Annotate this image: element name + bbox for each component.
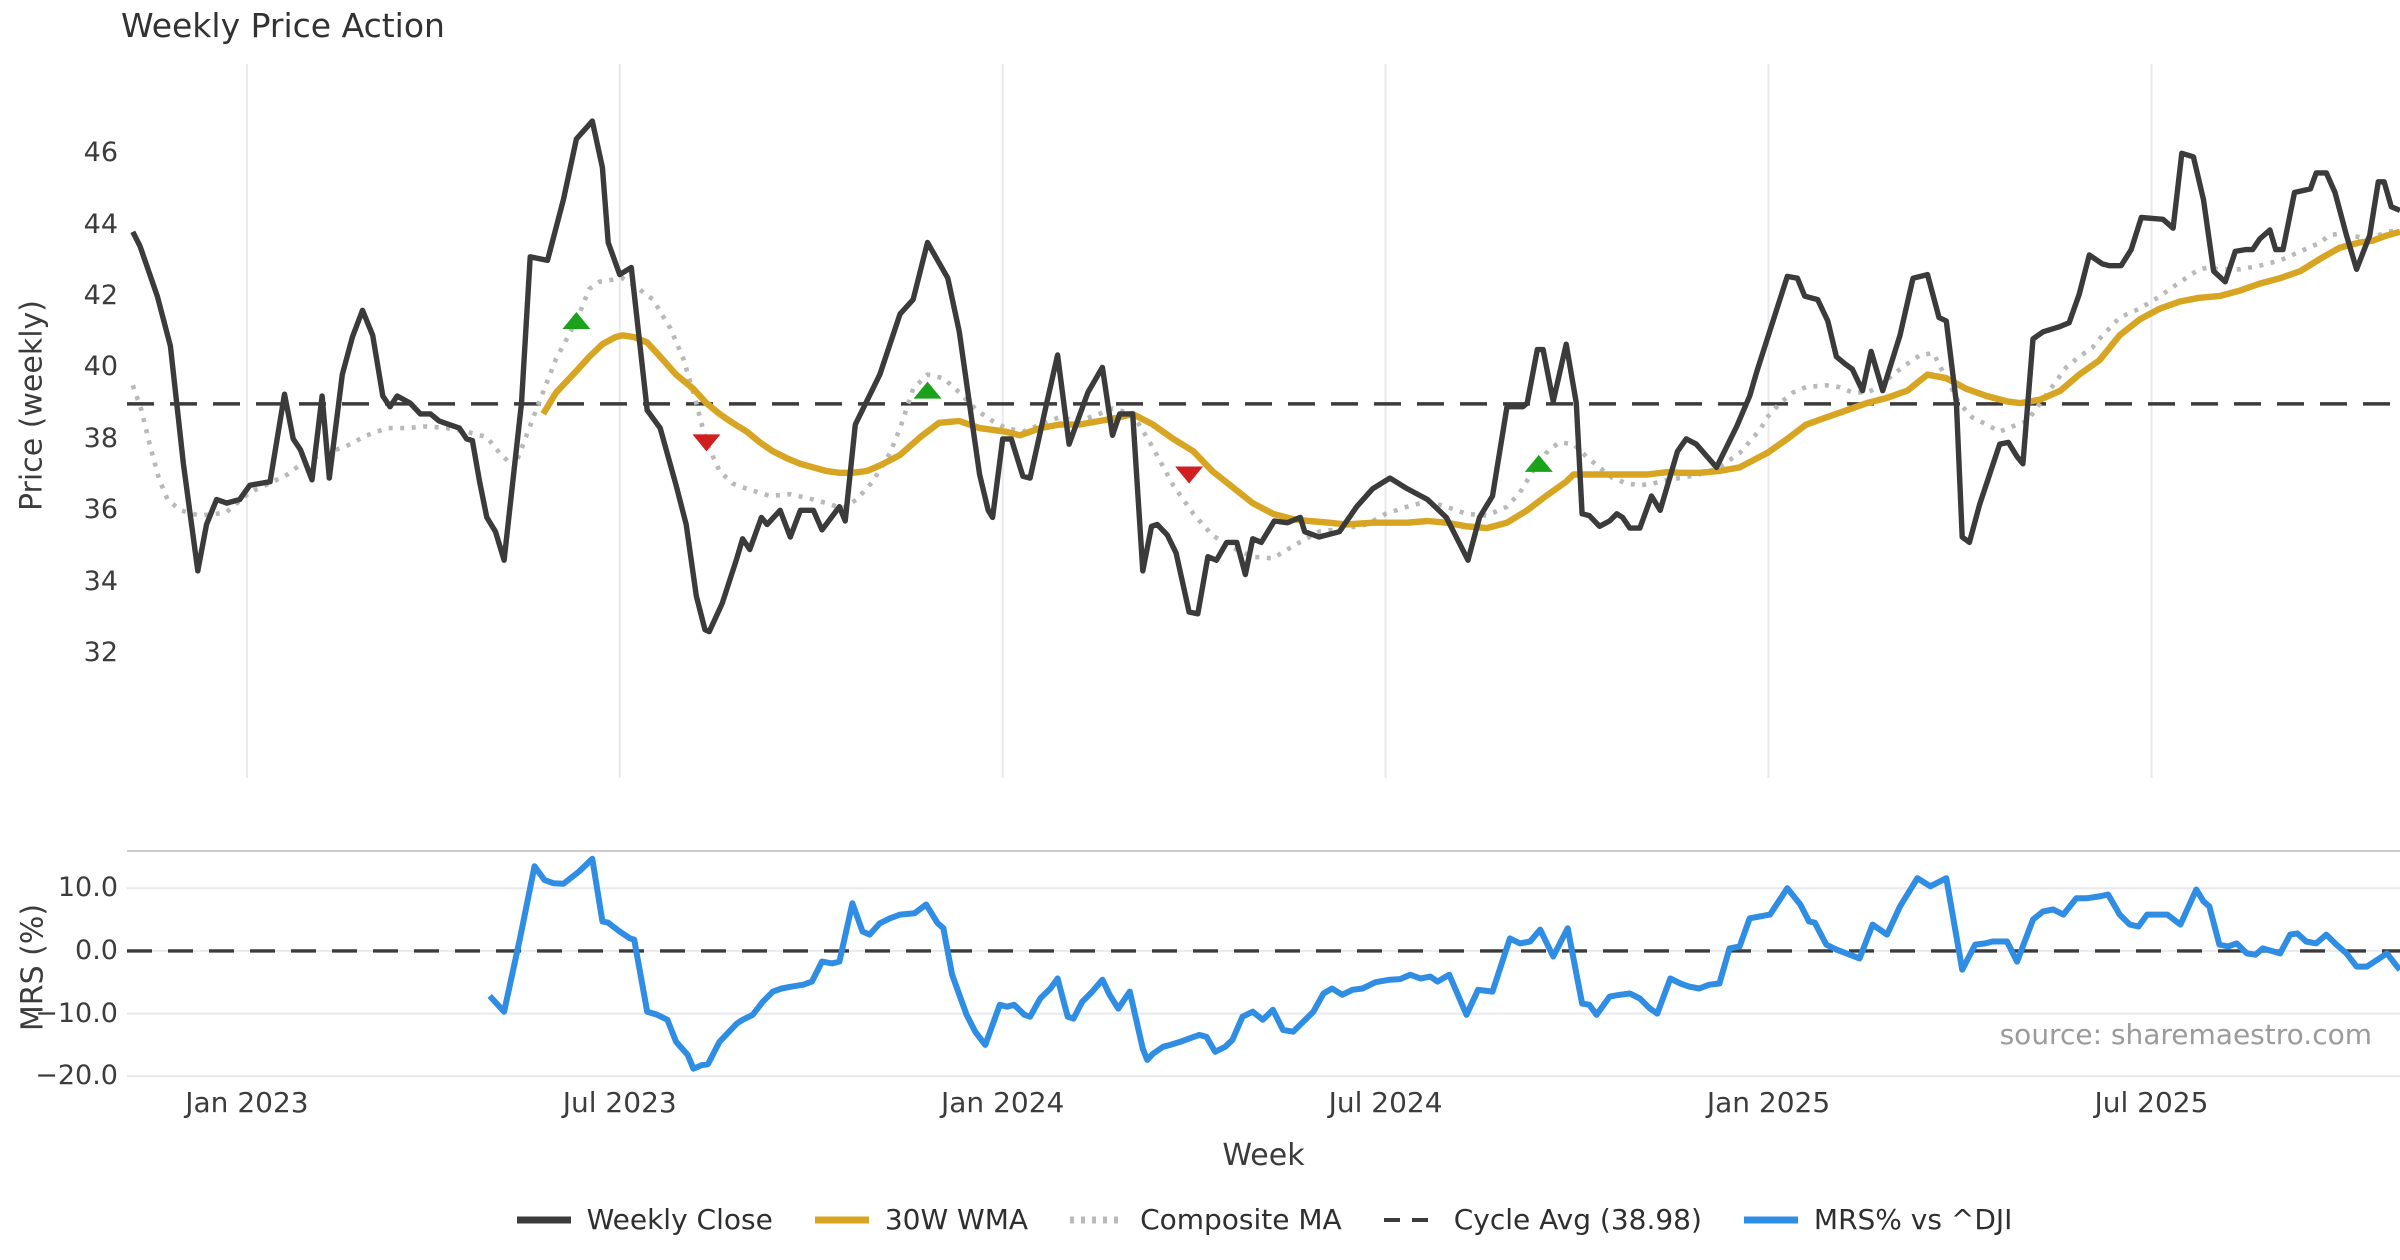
price-y-tick: 42 xyxy=(83,280,118,312)
mrs-y-tick: 0.0 xyxy=(75,934,118,966)
price-y-tick: 38 xyxy=(83,422,118,454)
legend-swatch-icon xyxy=(1070,1216,1125,1223)
wma-30w-line xyxy=(540,228,2400,532)
sell-signal-marker xyxy=(1175,466,1204,484)
mrs-y-tick: −10.0 xyxy=(35,997,118,1029)
x-tick: Jul 2024 xyxy=(1328,1086,1443,1119)
price-y-tick: 44 xyxy=(83,208,118,240)
source-attribution: source: sharemaestro.com xyxy=(1999,1018,2372,1051)
price-y-tick: 32 xyxy=(83,637,118,669)
mrs-line xyxy=(487,855,2400,1072)
x-tick: Jan 2025 xyxy=(1706,1086,1831,1119)
legend-swatch-icon xyxy=(1743,1216,1798,1223)
legend-label: Composite MA xyxy=(1140,1203,1342,1236)
price-y-tick: 46 xyxy=(83,137,118,169)
legend-label: Weekly Close xyxy=(586,1203,773,1236)
legend-label: 30W WMA xyxy=(884,1203,1029,1236)
mrs-y-tick: 10.0 xyxy=(57,872,118,904)
chart-title: Weekly Price Action xyxy=(121,6,445,45)
legend-item-30w-wma: 30W WMA xyxy=(813,1203,1028,1236)
sell-signal-marker xyxy=(692,434,721,452)
mrs-y-tick: −20.0 xyxy=(35,1060,118,1092)
x-tick: Jul 2025 xyxy=(2094,1086,2209,1119)
x-tick: Jul 2023 xyxy=(562,1086,677,1119)
legend-swatch-icon xyxy=(1383,1217,1438,1222)
price-y-tick: 36 xyxy=(83,494,118,526)
legend-swatch-icon xyxy=(516,1216,571,1223)
weekly-close-line xyxy=(130,118,2400,635)
legend-item-weekly-close: Weekly Close xyxy=(515,1203,773,1236)
buy-signal-marker xyxy=(562,312,591,330)
buy-signal-marker xyxy=(1524,454,1553,472)
legend-label: MRS% vs ^DJI xyxy=(1813,1203,2013,1236)
price-y-tick: 34 xyxy=(83,565,118,597)
x-axis-label: Week xyxy=(1222,1138,1305,1173)
x-tick: Jan 2023 xyxy=(185,1086,309,1119)
x-tick: Jan 2024 xyxy=(941,1086,1065,1119)
price-y-tick: 40 xyxy=(83,351,118,383)
legend-item-cycle-avg-38-98-: Cycle Avg (38.98) xyxy=(1382,1203,1702,1236)
buy-signal-marker xyxy=(913,381,942,399)
legend-label: Cycle Avg (38.98) xyxy=(1453,1203,1702,1236)
legend-item-composite-ma: Composite MA xyxy=(1068,1203,1342,1236)
mrs-chart-panel xyxy=(127,850,2400,1078)
legend-item-mrs-vs-dji: MRS% vs ^DJI xyxy=(1742,1203,2013,1236)
price-chart-panel xyxy=(127,64,2400,778)
legend-swatch-icon xyxy=(814,1216,869,1223)
price-y-axis-label: Price (weekly) xyxy=(14,299,50,512)
legend: Weekly Close 30W WMA Composite MA Cycle Avg… xyxy=(127,1203,2400,1236)
